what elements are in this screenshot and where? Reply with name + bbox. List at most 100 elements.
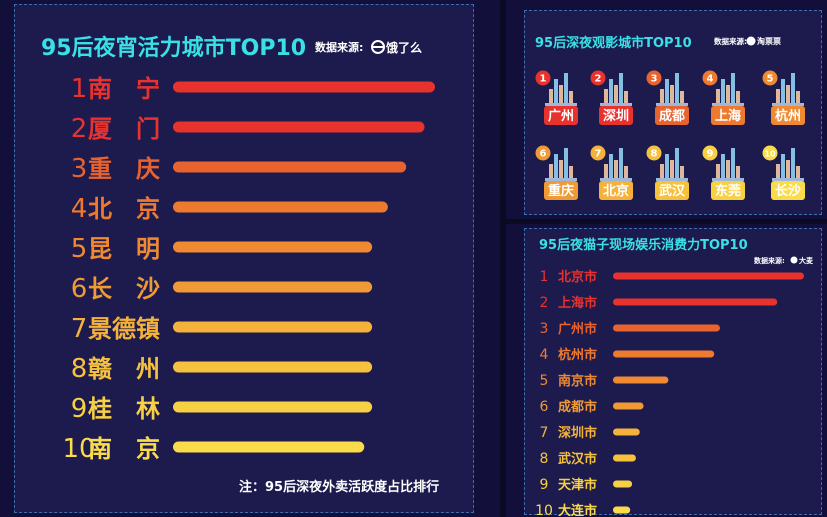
category-label: 上海市 <box>558 295 597 311</box>
rank-badge <box>762 70 778 86</box>
night-entertainment-bar-chart: 95后夜猫子现场娱乐消费力TOP10 数据来源: 大麦 1 北京市 2 上海市 3 广州市… <box>535 237 814 516</box>
rank-label: 1 <box>540 269 549 285</box>
bar <box>613 272 804 280</box>
bar <box>173 201 388 213</box>
rank-badge <box>702 70 718 86</box>
panel-divider-horizontal <box>506 219 827 224</box>
taopiaopiao-logo-icon <box>746 36 756 46</box>
category-label: 杭州市 <box>558 347 597 363</box>
rank-label: 2 <box>540 295 549 311</box>
rank-label: 5 <box>540 373 549 389</box>
city-tile: 9 东莞 <box>702 145 745 200</box>
category-label: 广州市 <box>558 321 597 337</box>
bar <box>613 428 640 436</box>
city-tile: 6 重庆 <box>535 145 578 200</box>
city-skyline-icon <box>656 73 688 106</box>
rank-label: 4 <box>71 194 88 224</box>
rank-label: 7 <box>540 425 549 441</box>
rank-label: 9 <box>540 477 549 493</box>
city-skyline-icon <box>772 148 804 181</box>
bar <box>173 81 435 93</box>
bar <box>613 350 715 358</box>
category-label: 长 沙 <box>88 275 160 303</box>
rank-label: 8 <box>71 354 88 384</box>
rank-label: 2 <box>71 114 88 144</box>
rank-label: 8 <box>540 451 549 467</box>
damai-logo-icon <box>790 256 798 264</box>
city-tile: 8 武汉 <box>646 145 689 200</box>
rank-label: 7 <box>595 149 602 160</box>
rank-label: 2 <box>595 74 602 85</box>
rank-badge <box>646 70 662 86</box>
rank-label: 1 <box>540 74 547 85</box>
rank-label: 3 <box>651 74 658 85</box>
rank-label: 6 <box>540 399 549 415</box>
rank-badge <box>762 145 778 161</box>
city-label-box <box>655 181 689 200</box>
rank-label: 7 <box>71 314 88 344</box>
rank-label: 3 <box>71 154 88 184</box>
rank-badge <box>590 70 606 86</box>
category-label: 深圳 <box>603 108 629 124</box>
bar <box>173 401 373 413</box>
city-skyline-icon <box>712 148 744 181</box>
rank-label: 4 <box>707 74 714 85</box>
bar <box>173 121 425 133</box>
chart-title: 95后夜猫子现场娱乐消费力TOP10 <box>539 237 748 253</box>
source-brand: 淘票票 <box>757 36 781 46</box>
bar <box>173 241 373 253</box>
city-label-box <box>599 106 633 125</box>
city-skyline-icon <box>545 148 577 181</box>
city-tile: 1 广州 <box>535 70 578 125</box>
city-skyline-icon <box>712 73 744 106</box>
rank-label: 8 <box>651 149 658 160</box>
source-brand: 饿了么 <box>385 40 422 55</box>
bar <box>173 161 407 173</box>
bar <box>613 454 636 462</box>
bar <box>173 361 373 373</box>
chart-title: 95后深夜观影城市TOP10 <box>535 35 692 51</box>
category-label: 桂 林 <box>88 395 160 423</box>
rank-badge <box>646 145 662 161</box>
source-label: 数据来源: <box>754 256 785 265</box>
city-label-box <box>599 181 633 200</box>
panel-divider-vertical <box>500 0 506 517</box>
source-label: 数据来源: <box>714 36 747 46</box>
bar <box>173 321 373 333</box>
city-skyline-icon <box>772 73 804 106</box>
rank-label: 5 <box>71 234 88 264</box>
category-label: 北 京 <box>88 195 160 223</box>
category-label: 重庆 <box>548 183 574 199</box>
city-label-box <box>771 181 805 200</box>
rank-label: 9 <box>71 394 88 424</box>
category-label: 北京市 <box>558 269 597 285</box>
category-label: 成都市 <box>558 399 597 415</box>
category-label: 武汉市 <box>558 451 597 467</box>
city-skyline-icon <box>545 73 577 106</box>
category-label: 重 庆 <box>88 155 160 183</box>
rank-label: 10 <box>62 434 95 464</box>
city-tile: 4 上海 <box>702 70 745 125</box>
category-label: 昆 明 <box>88 235 160 263</box>
rank-label: 3 <box>540 321 549 337</box>
category-label: 北京 <box>603 183 629 199</box>
rank-label: 10 <box>764 150 776 159</box>
category-label: 赣 州 <box>88 355 160 383</box>
category-label: 南京市 <box>558 373 597 389</box>
chart-note: 注：95后深夜外卖活跃度占比排行 <box>239 479 439 495</box>
category-label: 成都 <box>659 108 685 124</box>
city-tile: 7 北京 <box>590 145 633 200</box>
category-label: 武汉 <box>659 183 686 199</box>
city-skyline-icon <box>600 148 632 181</box>
panel-night-entertainment-chart: 95后夜猫子现场娱乐消费力TOP10 数据来源: 大麦 1 北京市 2 上海市 3 广州市… <box>524 228 822 516</box>
bar <box>613 298 778 306</box>
bar <box>173 281 373 293</box>
source-label: 数据来源: <box>315 40 363 54</box>
category-label: 南 京 <box>88 435 160 463</box>
rank-label: 1 <box>71 74 88 104</box>
category-label: 厦 门 <box>88 115 160 143</box>
city-label-box <box>711 106 745 125</box>
eleme-logo-icon <box>371 40 385 54</box>
category-label: 深圳市 <box>558 425 597 441</box>
rank-badge <box>590 145 606 161</box>
